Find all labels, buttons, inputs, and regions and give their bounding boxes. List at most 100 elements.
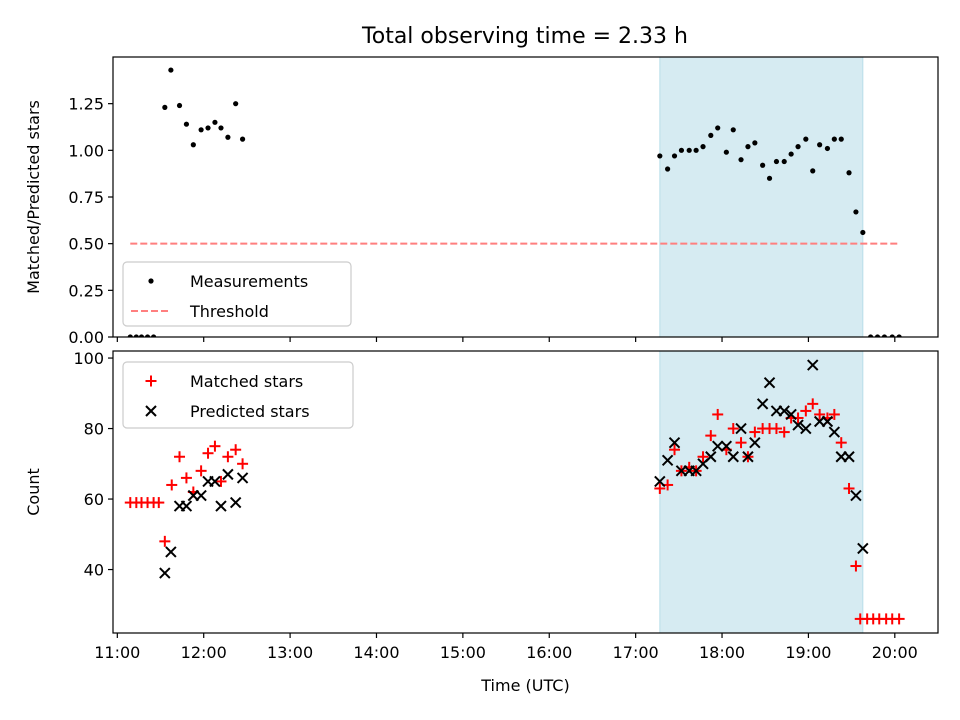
legend-measurement-marker (148, 278, 154, 284)
measurement-point (766, 175, 773, 181)
measurement-point (817, 142, 823, 148)
predicted-star-point (209, 475, 221, 488)
matched-star-point (222, 451, 234, 463)
x-tick-label: 16:00 (526, 643, 572, 662)
measurement-point (233, 101, 239, 107)
predicted-star-point (236, 472, 249, 484)
measurement-point (795, 144, 801, 150)
matched-star-point (893, 613, 905, 625)
predicted-star-point (727, 451, 739, 463)
matched-star-point (807, 398, 819, 410)
x-tick-label: 19:00 (785, 643, 831, 662)
predicted-star-point (720, 440, 733, 452)
y-tick-label: 0.50 (68, 235, 104, 254)
measurement-point (239, 136, 246, 142)
bottom-panel: 40 60 80 100 11:00 12:00 13:00 14:00 15:00 16:00 1… (24, 349, 939, 695)
matched-star-point (215, 475, 227, 487)
predicted-star-point (705, 451, 717, 463)
x-tick-label: 17:00 (613, 643, 659, 662)
predicted-star-point (668, 436, 681, 449)
predicted-star-point (756, 398, 769, 410)
measurement-point (781, 158, 787, 165)
measurement-point (896, 334, 902, 337)
matched-star-point (697, 451, 709, 463)
predicted-star-point (821, 415, 834, 428)
measurement-point (738, 157, 744, 163)
predicted-star-point (843, 451, 855, 463)
measurement-point (831, 136, 837, 142)
measurement-point (708, 132, 714, 138)
measurement-point (773, 158, 780, 165)
matched-star-point (669, 444, 681, 456)
predicted-star-point (857, 542, 869, 555)
measurement-point (824, 145, 831, 152)
x-tick-label: 13:00 (267, 643, 313, 662)
measurement-point (225, 134, 231, 140)
predicted-star-point (778, 405, 790, 417)
matched-star-point (705, 430, 717, 442)
y-tick-label: 0.00 (68, 328, 104, 347)
predicted-star-point (661, 454, 674, 466)
x-tick-label: 12:00 (181, 643, 227, 662)
measurement-point (686, 147, 692, 153)
measurement-point (860, 229, 866, 236)
matched-star-point (770, 423, 782, 435)
matched-star-point (230, 444, 242, 456)
measurement-point (693, 147, 699, 153)
y-tick-label: 100 (73, 349, 104, 368)
measurement-point (205, 125, 211, 131)
measurement-point (144, 334, 151, 337)
predicted-star-point (742, 451, 754, 463)
predicted-star-point (712, 440, 724, 452)
predicted-star-point (828, 426, 841, 438)
measurement-point (657, 153, 663, 159)
matched-star-point (778, 426, 790, 438)
matched-star-point (153, 497, 165, 509)
measurement-point (218, 125, 224, 131)
measurement-point (715, 125, 721, 131)
measurement-point (198, 127, 204, 133)
matched-star-point (180, 472, 192, 484)
measurement-point (127, 334, 133, 337)
bottom-y-axis-label: Count (24, 468, 43, 516)
x-tick-label: 14:00 (353, 643, 399, 662)
measurement-point (678, 147, 685, 153)
predicted-star-point (785, 408, 797, 421)
top-y-axis-label: Matched/Predicted stars (24, 100, 43, 294)
x-tick-label: 15:00 (440, 643, 486, 662)
predicted-star-point (654, 475, 666, 488)
measurement-point (881, 334, 888, 337)
matched-star-point (828, 408, 840, 420)
x-tick-label: 11:00 (94, 643, 140, 662)
measurement-point (212, 119, 218, 125)
measurement-point (162, 104, 168, 110)
measurement-point (788, 151, 794, 157)
legend-label: Measurements (190, 272, 308, 291)
bottom-axes-frame (112, 350, 939, 634)
predicted-star-point (850, 489, 862, 502)
matched-star-point (800, 405, 812, 417)
predicted-star-point (792, 419, 804, 431)
predicted-star-point (165, 546, 177, 558)
measurement-point (671, 153, 678, 159)
predicted-star-point (229, 496, 242, 509)
measurement-point (853, 209, 859, 215)
x-tick-label: 20:00 (872, 643, 918, 662)
matched-star-point (202, 447, 214, 459)
y-tick-label: 0.75 (68, 188, 104, 207)
measurement-point (745, 144, 751, 150)
measurement-point (874, 334, 881, 337)
measurement-point (723, 149, 729, 155)
legend-label: Threshold (189, 302, 269, 321)
matched-star-point (735, 437, 747, 449)
measurement-point (700, 144, 706, 150)
predicted-star-point (807, 359, 819, 371)
measurement-point (846, 170, 852, 176)
matched-star-point (654, 482, 666, 494)
measurement-point (868, 334, 874, 337)
measurement-point (730, 127, 736, 133)
predicted-star-point (159, 567, 171, 579)
predicted-star-point (735, 422, 747, 435)
matched-star-point (749, 426, 761, 438)
